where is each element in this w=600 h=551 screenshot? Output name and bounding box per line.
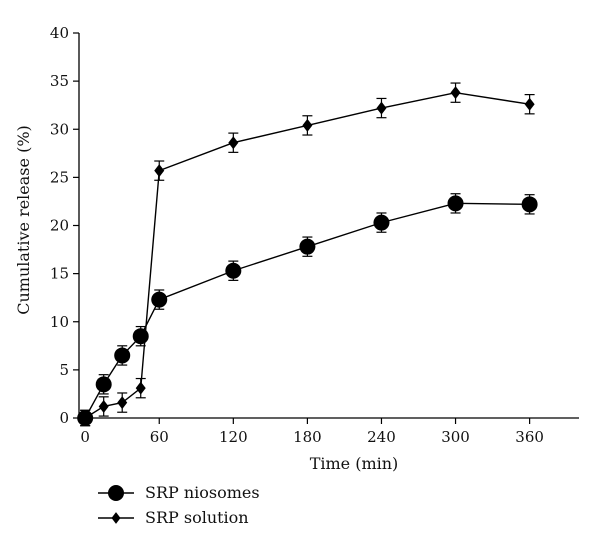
series-srp-niosomes	[77, 193, 538, 427]
y-tick-label: 15	[50, 265, 69, 283]
x-tick-label: 300	[441, 428, 470, 446]
data-point-srp-solution	[450, 86, 461, 100]
y-tick-label: 35	[50, 72, 69, 90]
series-line-srp-niosomes	[84, 202, 530, 419]
data-point-srp-niosomes	[447, 195, 464, 212]
x-tick-label: 360	[515, 428, 544, 446]
x-tick-label: 60	[150, 428, 169, 446]
x-tick-label: 0	[80, 428, 90, 446]
data-point-srp-solution	[98, 399, 109, 413]
legend-marker-srp-niosomes	[108, 485, 124, 501]
x-tick-label: 180	[293, 428, 322, 446]
y-tick-label: 25	[50, 168, 69, 186]
x-tick-label: 120	[219, 428, 248, 446]
data-point-srp-solution	[80, 411, 91, 425]
data-point-srp-niosomes	[521, 196, 538, 213]
data-point-srp-niosomes	[114, 347, 131, 364]
y-tick-label: 40	[50, 24, 69, 42]
series-srp-solution	[80, 82, 535, 427]
x-axis-label: Time (min)	[310, 454, 399, 473]
data-point-srp-solution	[135, 381, 146, 395]
legend-item-srp-niosomes: SRP niosomes	[98, 483, 260, 502]
y-tick-label: 0	[59, 409, 69, 427]
data-point-srp-solution	[154, 164, 165, 178]
data-point-srp-solution	[117, 396, 128, 410]
series-line-srp-solution	[84, 91, 530, 419]
x-tick-label: 240	[367, 428, 396, 446]
y-tick-label: 30	[50, 120, 69, 138]
y-axis-ticks: 0 5 10 15 20 25 30 35 40	[50, 24, 79, 427]
data-point-srp-niosomes	[151, 291, 168, 308]
data-point-srp-niosomes	[95, 376, 112, 393]
data-point-srp-niosomes	[299, 238, 316, 255]
legend-label: SRP solution	[145, 508, 249, 527]
data-point-srp-solution	[228, 136, 239, 150]
data-point-srp-solution	[302, 118, 313, 132]
data-point-srp-solution	[524, 97, 535, 111]
y-axis-label: Cumulative release (%)	[14, 125, 33, 315]
legend: SRP niosomes SRP solution	[98, 483, 260, 527]
y-tick-label: 20	[50, 217, 69, 235]
legend-marker-srp-solution	[111, 512, 121, 524]
plot-area	[77, 82, 538, 427]
legend-label: SRP niosomes	[145, 483, 260, 502]
y-tick-label: 5	[59, 361, 69, 379]
y-tick-label: 10	[50, 313, 69, 331]
data-point-srp-solution	[376, 101, 387, 115]
x-axis-ticks: 0 60 120 180 240 300 360	[80, 418, 544, 446]
legend-item-srp-solution: SRP solution	[98, 508, 249, 527]
data-point-srp-niosomes	[225, 262, 242, 279]
data-point-srp-niosomes	[373, 214, 390, 231]
